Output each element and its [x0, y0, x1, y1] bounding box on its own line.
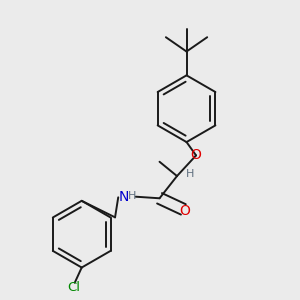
Text: N: N: [118, 190, 129, 204]
Text: O: O: [190, 148, 202, 162]
Text: Cl: Cl: [68, 281, 81, 294]
Text: H: H: [128, 191, 136, 201]
Text: O: O: [179, 204, 191, 218]
Text: H: H: [186, 169, 194, 179]
